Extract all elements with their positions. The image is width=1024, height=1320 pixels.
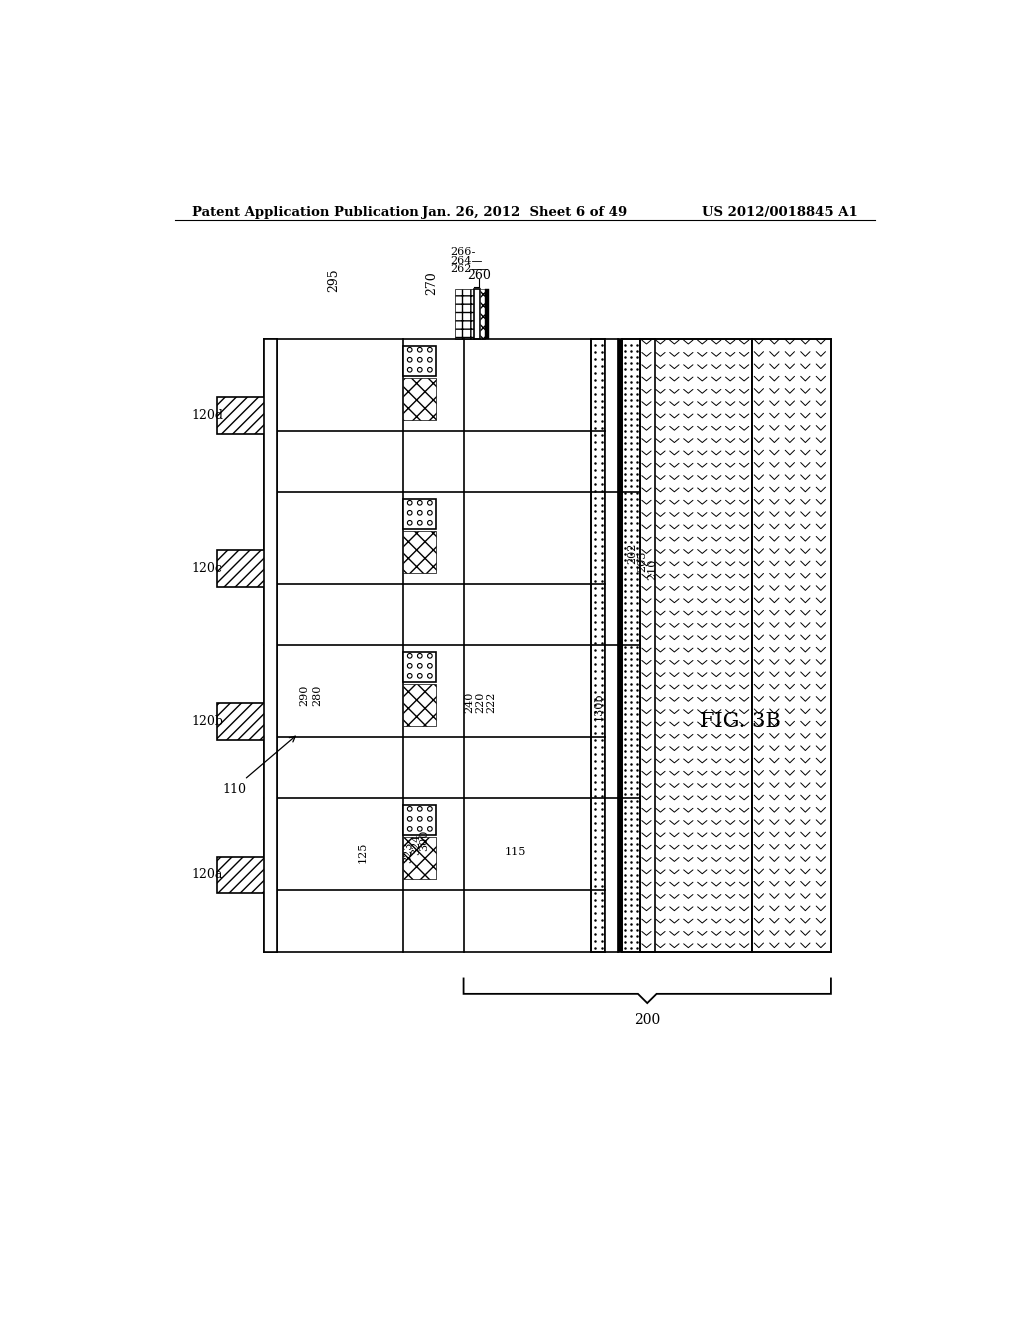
Bar [217,704,265,741]
Bar [217,397,265,434]
Bar [455,289,474,339]
Text: 220: 220 [475,692,485,713]
Text: 295: 295 [327,268,340,292]
Bar [276,339,403,952]
Bar [464,339,592,952]
Text: US 2012/0018845 A1: US 2012/0018845 A1 [702,206,858,219]
Text: 290: 290 [300,684,309,706]
Bar [752,339,830,952]
Text: 270: 270 [425,271,438,294]
Text: 130b: 130b [594,692,603,721]
Text: 300: 300 [419,830,429,851]
Bar [480,289,485,339]
Text: 110: 110 [222,783,247,796]
Bar [403,837,435,879]
Text: 120c: 120c [191,562,222,576]
Bar [592,339,605,952]
Text: 264: 264 [451,256,472,265]
Bar [403,805,435,836]
Text: 280: 280 [312,684,323,706]
Bar [403,499,435,529]
Bar [622,339,640,952]
Bar [217,550,265,587]
Text: 120a: 120a [191,869,223,882]
Bar [217,857,265,894]
Bar [403,684,435,726]
Bar [403,378,435,420]
Bar [485,289,489,339]
Text: 240: 240 [464,692,474,713]
Bar [617,339,622,952]
Bar [640,339,752,952]
Text: 323: 323 [402,841,413,862]
Text: FIG. 3B: FIG. 3B [699,713,780,731]
Text: 324: 324 [412,833,421,855]
Text: 125: 125 [357,841,368,862]
Text: 120d: 120d [191,409,223,422]
Bar [263,339,276,952]
Text: 260: 260 [467,269,492,282]
Text: 222: 222 [486,692,497,713]
Text: 115: 115 [505,847,526,857]
Text: 262: 262 [451,264,472,275]
Bar [605,339,617,952]
Bar [403,346,435,376]
Bar [403,652,435,682]
Text: 200: 200 [634,1012,660,1027]
Text: 266: 266 [451,247,472,257]
Bar [403,531,435,573]
Text: 202: 202 [627,543,637,564]
Text: Patent Application Publication: Patent Application Publication [191,206,418,219]
Text: 120b: 120b [191,715,223,729]
Text: Jan. 26, 2012  Sheet 6 of 49: Jan. 26, 2012 Sheet 6 of 49 [422,206,628,219]
Bar [403,339,464,952]
Bar [474,289,480,339]
Text: 210: 210 [647,558,657,579]
Text: 205: 205 [637,550,647,572]
